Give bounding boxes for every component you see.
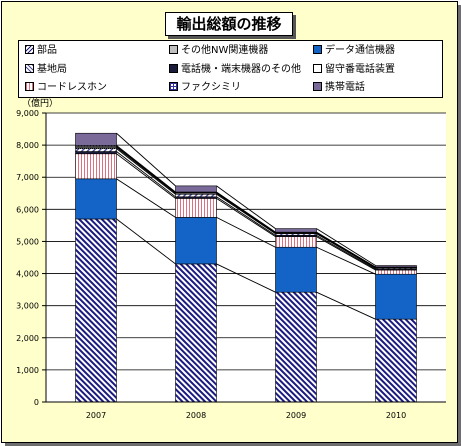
series-connector-line — [116, 132, 176, 187]
y-tick-label: 0 — [34, 398, 39, 407]
bar-segment — [75, 151, 117, 155]
y-tick-label: 7,000 — [16, 173, 39, 182]
series-connector-line — [316, 231, 376, 268]
y-tick-label: 6,000 — [16, 205, 39, 214]
series-connector-line — [116, 147, 176, 194]
legend-swatch-pink-hatch-icon — [25, 82, 34, 91]
y-tick-label: 1,000 — [16, 366, 39, 375]
series-connector-line — [316, 246, 376, 275]
series-connector-line — [316, 236, 376, 271]
legend-item-phone-other: 電話機・端末機器のその他 — [169, 64, 301, 76]
bar-segment — [175, 185, 217, 193]
series-connector-line — [216, 263, 276, 293]
y-tick-label: 8,000 — [16, 141, 39, 150]
series-connector-line — [216, 185, 276, 229]
legend-swatch-dots-icon — [169, 45, 178, 54]
bar-segment — [375, 265, 417, 268]
series-connector-line — [116, 151, 176, 198]
legend-swatch-diagonal-icon — [25, 45, 34, 54]
bar-segment — [275, 228, 317, 233]
y-axis-unit-label: （億円） — [22, 97, 58, 109]
legend-item-base-station: 基地局 — [25, 64, 67, 76]
legend-item-cordless: コードレスホン — [25, 82, 107, 94]
bar-segment — [75, 153, 117, 180]
legend-item-fax: ファクシミリ — [169, 82, 241, 94]
series-connector-line — [116, 218, 176, 265]
bar-segment — [75, 178, 117, 220]
bar-segment — [275, 236, 317, 248]
series-connectors — [116, 132, 376, 320]
series-connector-line — [316, 228, 376, 266]
series-connector-line — [316, 291, 376, 320]
x-tick-label: 2008 — [186, 411, 206, 420]
legend-swatch-diagonal-light-icon — [25, 64, 34, 73]
legend-swatch-solid-dark-icon — [169, 64, 178, 73]
bar-segment — [175, 263, 217, 403]
series-connector-line — [116, 178, 176, 218]
legend-item-answering-machine: 留守番電話装置 — [313, 64, 395, 76]
series-connector-line — [216, 191, 276, 233]
legend-swatch-solid-blue-icon — [313, 45, 322, 54]
series-connector-line — [216, 216, 276, 248]
bar-segment — [75, 148, 117, 152]
bar-segment — [275, 291, 317, 403]
bar-segment — [175, 198, 217, 218]
bar-segment — [175, 193, 217, 198]
series-connector-line — [316, 234, 376, 270]
legend-item-mobile: 携帯電話 — [313, 82, 365, 94]
legend-swatch-solid-purple-icon — [313, 82, 322, 91]
legend-swatch-grid-icon — [169, 82, 178, 91]
bar-segment — [75, 132, 117, 146]
bar-segment — [375, 273, 417, 320]
x-tick-label: 2010 — [386, 411, 406, 420]
axis-ticks: 0 1,000 2,000 3,000 4,000 5,000 6,000 7,000 8,00… — [16, 109, 406, 420]
series-connector-line — [216, 198, 276, 238]
legend: 部品 その他NW関連機器 データ通信機器 基地局 電話機・端末機器のその他 留守… — [18, 40, 443, 98]
bar-segment — [275, 246, 317, 293]
bar-segment — [75, 218, 117, 403]
series-connector-line — [116, 153, 176, 199]
legend-item-other-nw: その他NW関連機器 — [169, 45, 268, 57]
series-connector-line — [216, 193, 276, 235]
series-connector-line — [116, 145, 176, 193]
legend-swatch-white-icon — [313, 64, 322, 73]
y-tick-label: 2,000 — [16, 334, 39, 343]
legend-item-parts: 部品 — [25, 45, 57, 57]
bars — [75, 132, 417, 403]
legend-item-data-comm: データ通信機器 — [313, 45, 395, 57]
bar-segment — [375, 318, 417, 403]
y-tick-label: 5,000 — [16, 237, 39, 246]
series-connector-line — [116, 146, 176, 193]
x-tick-label: 2009 — [286, 411, 306, 420]
x-tick-label: 2007 — [86, 411, 106, 420]
chart-title: 輸出総額の推移 — [165, 12, 293, 36]
y-tick-label: 4,000 — [16, 270, 39, 279]
series-connector-line — [116, 148, 176, 195]
y-tick-label: 3,000 — [16, 302, 39, 311]
series-connector-line — [216, 196, 276, 236]
y-tick-label: 9,000 — [16, 109, 39, 118]
bar-segment — [175, 217, 217, 265]
bar-segment — [375, 269, 417, 275]
